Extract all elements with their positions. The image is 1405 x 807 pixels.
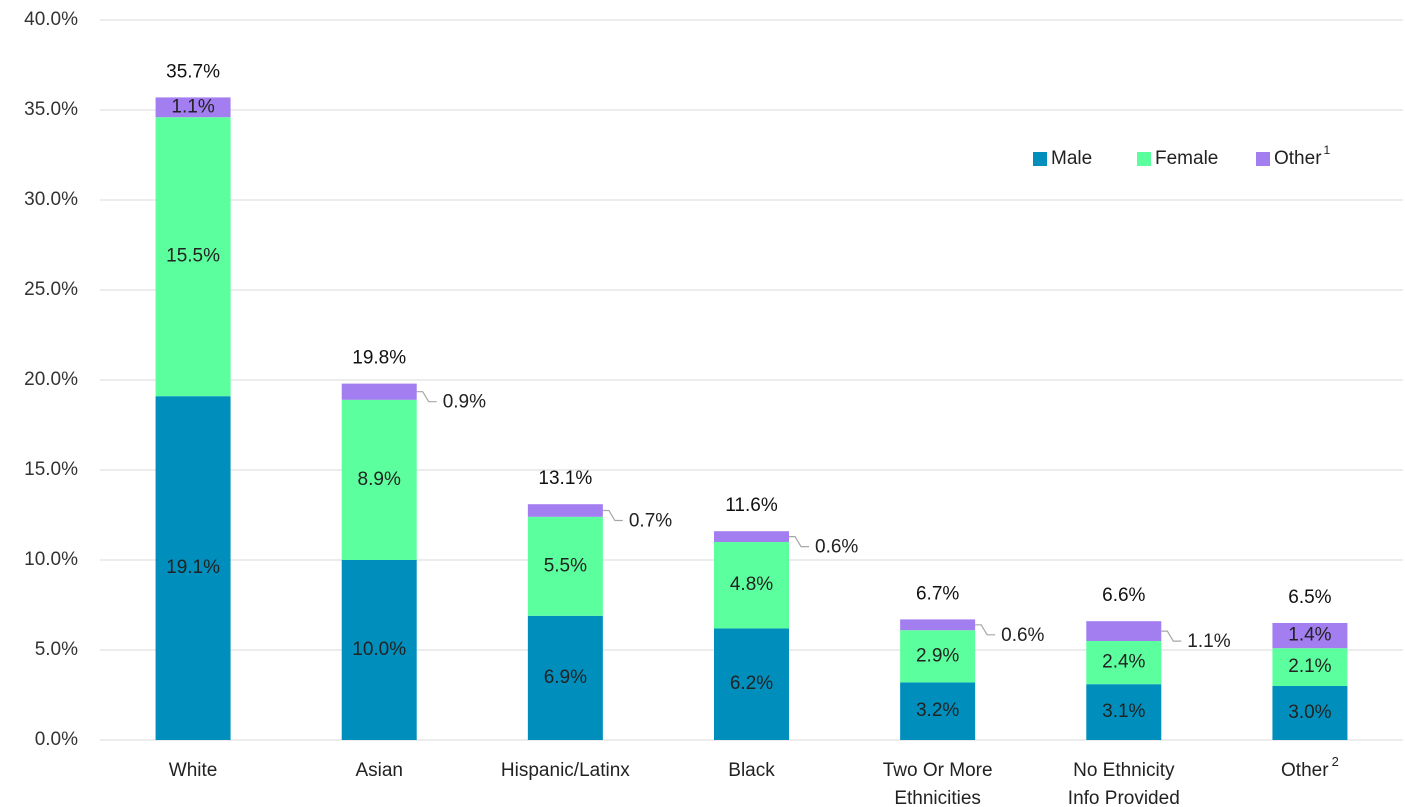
bar-segment-male bbox=[714, 628, 789, 740]
callout-line bbox=[416, 391, 437, 403]
data-label-female: 2.9% bbox=[916, 645, 959, 666]
data-label-male: 6.9% bbox=[544, 667, 587, 688]
data-label-other: 0.6% bbox=[1001, 625, 1044, 646]
data-label-female: 4.8% bbox=[730, 574, 773, 595]
bar-segment-female bbox=[900, 630, 976, 683]
data-label-other: 0.9% bbox=[443, 392, 486, 413]
bars bbox=[155, 97, 1348, 740]
legend-swatch-female bbox=[1137, 152, 1151, 166]
bar-segment-other bbox=[900, 619, 976, 631]
y-tick-label: 10.0% bbox=[24, 549, 78, 570]
data-label-male: 3.2% bbox=[916, 700, 959, 721]
legend-label-male: Male bbox=[1051, 148, 1092, 169]
bar-segment-female bbox=[341, 399, 417, 560]
x-axis: White Asian Hispanic/Latinx Black Two Or Mor… bbox=[169, 754, 1339, 807]
legend-label-other: Other 1 bbox=[1274, 143, 1331, 169]
legend-swatch-other bbox=[1256, 152, 1270, 166]
data-labels: 19.1%15.5%1.1%35.7%10.0%8.9%0.9%19.8%6.9… bbox=[166, 61, 1332, 723]
y-tick-label: 30.0% bbox=[24, 189, 78, 210]
total-label: 19.8% bbox=[352, 348, 406, 369]
callout-line bbox=[789, 535, 809, 548]
y-axis: 0.0% 5.0% 10.0% 15.0% 20.0% 25.0% 30.0% 35.0% 40… bbox=[24, 9, 78, 750]
callout-line bbox=[975, 624, 996, 636]
bar-segment-other bbox=[1086, 621, 1162, 641]
data-label-male: 3.0% bbox=[1288, 702, 1331, 723]
bar-segment-male bbox=[1272, 686, 1348, 740]
bar-segment-female bbox=[155, 117, 231, 397]
x-tick-superscript: 2 bbox=[1332, 754, 1339, 769]
legend-label-female: Female bbox=[1155, 148, 1218, 169]
bar-segment-female bbox=[1086, 641, 1162, 685]
data-label-male: 6.2% bbox=[730, 673, 773, 694]
data-label-female: 5.5% bbox=[544, 555, 587, 576]
bar-segment-male bbox=[155, 396, 231, 740]
bar-segment-male bbox=[341, 560, 417, 740]
legend-superscript: 1 bbox=[1324, 143, 1331, 157]
total-label: 11.6% bbox=[725, 495, 778, 516]
data-label-female: 2.4% bbox=[1102, 652, 1145, 673]
y-tick-label: 5.0% bbox=[35, 639, 78, 660]
bar-segment-male bbox=[900, 682, 976, 740]
data-label-other: 0.6% bbox=[815, 537, 858, 558]
data-label-male: 3.1% bbox=[1102, 701, 1145, 722]
bar-segment-other bbox=[155, 97, 231, 118]
y-tick-label: 0.0% bbox=[35, 729, 78, 750]
x-tick-label: Asian bbox=[355, 760, 403, 781]
bar-segment-other bbox=[341, 383, 417, 400]
data-label-female: 15.5% bbox=[166, 246, 220, 267]
legend-swatch-male bbox=[1033, 152, 1047, 166]
x-tick-label: No Ethnicity bbox=[1073, 760, 1175, 781]
bar-segment-female bbox=[714, 542, 789, 629]
y-tick-label: 40.0% bbox=[24, 9, 78, 30]
callout-line bbox=[602, 509, 623, 522]
data-label-female: 2.1% bbox=[1288, 656, 1331, 677]
data-label-male: 10.0% bbox=[352, 639, 406, 660]
y-tick-label: 15.0% bbox=[24, 459, 78, 480]
legend: Male Female Other 1 bbox=[1033, 143, 1331, 169]
y-tick-label: 20.0% bbox=[24, 369, 78, 390]
y-tick-label: 25.0% bbox=[24, 279, 78, 300]
data-label-other: 1.1% bbox=[171, 96, 214, 117]
gridlines bbox=[100, 19, 1403, 741]
x-tick-label: Info Provided bbox=[1068, 788, 1180, 807]
data-label-other: 1.1% bbox=[1187, 631, 1230, 652]
total-label: 13.1% bbox=[538, 468, 592, 489]
data-label-male: 19.1% bbox=[166, 557, 220, 578]
data-label-other: 1.4% bbox=[1288, 625, 1331, 646]
total-label: 6.6% bbox=[1102, 585, 1145, 606]
bar-segment-female bbox=[1272, 648, 1348, 686]
bar-segment-other bbox=[527, 504, 603, 517]
x-tick-label: Two Or More bbox=[883, 760, 993, 781]
total-label: 6.5% bbox=[1288, 587, 1331, 608]
bar-segment-other bbox=[714, 531, 789, 542]
x-tick-label: Black bbox=[728, 760, 775, 781]
x-tick-label: Other 2 bbox=[1281, 754, 1339, 781]
total-label: 6.7% bbox=[916, 583, 959, 604]
bar-segment-male bbox=[527, 615, 603, 740]
bar-segment-male bbox=[1086, 684, 1162, 740]
callout-line bbox=[1161, 630, 1182, 642]
bar-segment-other bbox=[1272, 623, 1348, 649]
y-tick-label: 35.0% bbox=[24, 99, 78, 120]
bar-segment-female bbox=[527, 516, 603, 616]
data-label-other: 0.7% bbox=[629, 511, 672, 532]
data-label-female: 8.9% bbox=[358, 469, 401, 490]
x-tick-label: White bbox=[169, 760, 218, 781]
x-tick-label: Ethnicities bbox=[894, 788, 981, 807]
total-label: 35.7% bbox=[166, 61, 220, 82]
x-tick-label: Hispanic/Latinx bbox=[501, 760, 630, 781]
